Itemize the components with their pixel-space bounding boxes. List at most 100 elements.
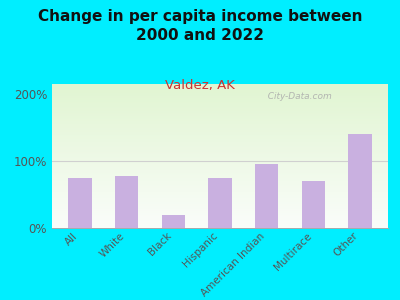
Bar <box>52 113 388 114</box>
Bar <box>52 186 388 187</box>
Bar <box>115 176 138 228</box>
Bar <box>52 181 388 182</box>
Bar <box>52 203 388 204</box>
Bar <box>52 120 388 121</box>
Bar <box>52 202 388 203</box>
Bar <box>52 178 388 179</box>
Bar <box>52 99 388 100</box>
Bar <box>52 182 388 183</box>
Bar <box>52 136 388 137</box>
Bar <box>52 121 388 122</box>
Bar <box>52 167 388 168</box>
Bar <box>52 192 388 193</box>
Bar <box>52 154 388 155</box>
Bar <box>52 132 388 133</box>
Bar <box>52 110 388 111</box>
Bar <box>52 164 388 165</box>
Bar <box>52 219 388 220</box>
Bar <box>52 140 388 141</box>
Bar <box>52 148 388 149</box>
Bar <box>52 103 388 104</box>
Bar <box>348 134 372 228</box>
Bar <box>52 168 388 169</box>
Bar <box>52 207 388 208</box>
Bar <box>52 159 388 160</box>
Bar <box>52 193 388 194</box>
Bar <box>52 194 388 195</box>
Bar <box>52 127 388 128</box>
Bar <box>52 224 388 225</box>
Bar <box>52 200 388 201</box>
Bar <box>52 216 388 217</box>
Bar <box>162 214 185 228</box>
Bar <box>52 85 388 86</box>
Bar <box>52 211 388 212</box>
Bar <box>52 217 388 218</box>
Bar <box>52 163 388 164</box>
Bar <box>52 141 388 142</box>
Bar <box>52 100 388 101</box>
Text: Valdez, AK: Valdez, AK <box>165 80 235 92</box>
Bar <box>52 138 388 139</box>
Bar <box>52 145 388 146</box>
Bar <box>52 109 388 110</box>
Bar <box>52 126 388 127</box>
Bar <box>52 111 388 112</box>
Bar <box>52 89 388 90</box>
Bar <box>52 134 388 135</box>
Bar <box>52 173 388 174</box>
Bar <box>52 85 388 86</box>
Bar <box>52 214 388 215</box>
Bar <box>52 97 388 98</box>
Bar <box>52 183 388 184</box>
Text: Change in per capita income between
2000 and 2022: Change in per capita income between 2000… <box>38 9 362 43</box>
Bar <box>52 174 388 175</box>
Bar <box>52 185 388 186</box>
Bar <box>52 176 388 177</box>
Bar <box>52 226 388 227</box>
Bar <box>52 191 388 192</box>
Text: City-Data.com: City-Data.com <box>262 92 332 101</box>
Bar <box>52 144 388 145</box>
Bar <box>68 178 92 228</box>
Bar <box>52 190 388 191</box>
Bar <box>52 108 388 109</box>
Bar <box>52 86 388 87</box>
Bar <box>52 116 388 117</box>
Bar <box>52 162 388 163</box>
Bar <box>52 225 388 226</box>
Bar <box>52 133 388 134</box>
Bar <box>52 204 388 205</box>
Bar <box>52 112 388 113</box>
Bar <box>52 195 388 196</box>
Bar <box>52 222 388 223</box>
Bar <box>52 210 388 211</box>
Bar <box>52 124 388 125</box>
Bar <box>52 146 388 147</box>
Bar <box>52 209 388 210</box>
Bar <box>52 142 388 143</box>
Bar <box>208 178 232 228</box>
Bar <box>52 98 388 99</box>
Bar <box>52 175 388 176</box>
Bar <box>52 188 388 189</box>
Bar <box>52 149 388 150</box>
Bar <box>52 170 388 171</box>
Bar <box>52 172 388 173</box>
Bar <box>52 227 388 228</box>
Bar <box>52 208 388 209</box>
Bar <box>52 115 388 116</box>
Bar <box>52 90 388 91</box>
Bar <box>52 177 388 178</box>
Bar <box>52 125 388 126</box>
Bar <box>52 84 388 85</box>
Bar <box>52 197 388 198</box>
Bar <box>52 143 388 144</box>
Bar <box>52 205 388 206</box>
Bar <box>52 91 388 92</box>
Bar <box>52 92 388 93</box>
Bar <box>52 198 388 199</box>
Bar <box>52 169 388 170</box>
Bar <box>52 131 388 132</box>
Bar <box>52 215 388 216</box>
